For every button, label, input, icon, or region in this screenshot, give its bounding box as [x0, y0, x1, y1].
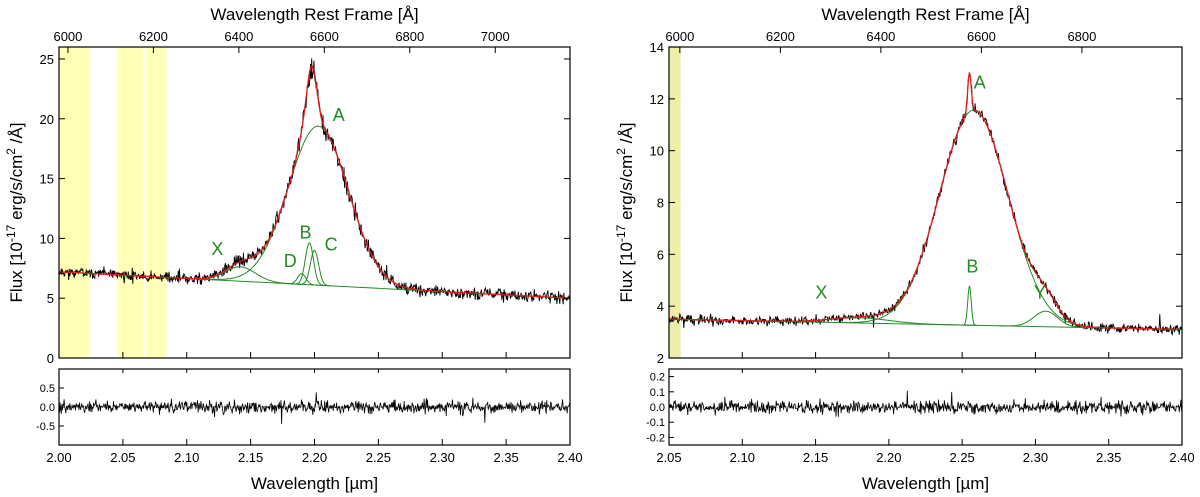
x-tick-label: 2.00 [46, 450, 71, 465]
x-tick-label: 2.05 [110, 450, 135, 465]
x-tick-label: 2.30 [430, 450, 455, 465]
top-tick-label: 6400 [224, 29, 253, 44]
top-tick-label: 6800 [395, 29, 424, 44]
top-axis-title: Wavelength Rest Frame [Å] [210, 5, 418, 24]
shaded-region [117, 47, 144, 358]
annotation-a: A [974, 72, 986, 92]
y-tick-label: 5 [47, 291, 54, 306]
x-tick-label: 2.40 [557, 450, 582, 465]
y-tick-label: 8 [657, 196, 664, 211]
x-tick-label: 2.20 [302, 450, 327, 465]
component-y [999, 310, 1093, 329]
left-panel: A BC D X 0 5 10 15 20 25 2.00 2.05 2.10 2.15 2.20 2.25 2… [4, 5, 583, 493]
x-tick-label: 2.25 [949, 450, 974, 465]
x-tick-label: 2.40 [1169, 450, 1194, 465]
top-tick-label: 6000 [665, 29, 694, 44]
x-tick-label: 2.10 [730, 450, 755, 465]
y-tick-label: 20 [40, 112, 54, 127]
y-tick-label: 4 [657, 299, 664, 314]
y-tick-label: 0 [47, 351, 54, 366]
residual-y-tick-label: -0.2 [646, 432, 665, 444]
residual-y-tick-label: 0.0 [650, 402, 665, 414]
annotation-c: C [325, 234, 338, 254]
x-tick-label: 2.05 [656, 450, 681, 465]
annotation-y: Y [1034, 282, 1046, 302]
x-tick-label: 2.25 [366, 450, 391, 465]
shaded-region [145, 47, 167, 358]
x-tick-label: 2.35 [493, 450, 518, 465]
top-tick-label: 6200 [766, 29, 795, 44]
residual-y-tick-label: 0.1 [650, 387, 665, 399]
top-tick-label: 6600 [967, 29, 996, 44]
annotation-b: B [300, 222, 312, 242]
x-tick-label: 2.15 [238, 450, 263, 465]
y-tick-label: 2 [657, 351, 664, 366]
top-tick-label: 6200 [139, 29, 168, 44]
x-tick-label: 2.30 [1023, 450, 1048, 465]
residual-y-tick-label: 0.2 [650, 372, 665, 384]
annotation-b: B [966, 256, 978, 276]
y-tick-label: 15 [40, 172, 54, 187]
residual-y-tick-label: 0.5 [40, 383, 55, 395]
annotation-x: X [815, 282, 827, 302]
shaded-region [59, 47, 90, 358]
y-tick-label: 10 [40, 231, 54, 246]
component-b [293, 242, 326, 287]
residual-data [58, 392, 571, 425]
x-tick-label: 2.35 [1096, 450, 1121, 465]
right-panel: A B X Y 2 4 6 8 10 12 14 2.05 2.10 2.15 2.20 2.25 2.30 2.… [614, 5, 1195, 493]
residual-y-tick-label: 0.0 [40, 402, 55, 414]
component-c [298, 249, 331, 287]
annotation-d: D [284, 251, 297, 271]
y-axis-title: Flux [10-17 erg/s/cm2 /Å] [614, 123, 636, 303]
total-fit [59, 65, 570, 299]
total-fit [669, 71, 1182, 331]
component-b [962, 284, 977, 326]
main-plot-frame [668, 46, 1183, 359]
y-tick-label: 6 [657, 247, 664, 262]
y-tick-label: 12 [650, 92, 664, 107]
y-tick-label: 10 [650, 144, 664, 159]
top-tick-label: 6600 [310, 29, 339, 44]
residual-y-tick-label: -0.1 [646, 417, 665, 429]
component-a [836, 109, 1112, 329]
x-tick-label: 2.10 [174, 450, 199, 465]
top-tick-label: 6800 [1067, 29, 1096, 44]
x-tick-label: 2.20 [876, 450, 901, 465]
top-tick-label: 6000 [53, 29, 82, 44]
x-axis-title: Wavelength [µm] [862, 474, 989, 493]
top-axis-title: Wavelength Rest Frame [Å] [821, 5, 1029, 24]
annotation-a: A [333, 105, 345, 125]
annotation-x: X [211, 239, 223, 259]
residual-y-tick-label: -0.5 [36, 421, 55, 433]
x-tick-label: 2.15 [803, 450, 828, 465]
y-tick-label: 14 [650, 40, 664, 55]
spectrum-data [668, 72, 1183, 336]
top-tick-label: 6400 [866, 29, 895, 44]
residual-data [668, 390, 1183, 417]
y-axis-title: Flux [10-17 erg/s/cm2 /Å] [4, 123, 26, 303]
x-axis-title: Wavelength [µm] [251, 474, 378, 493]
y-tick-label: 25 [40, 52, 54, 67]
top-tick-label: 7000 [481, 29, 510, 44]
